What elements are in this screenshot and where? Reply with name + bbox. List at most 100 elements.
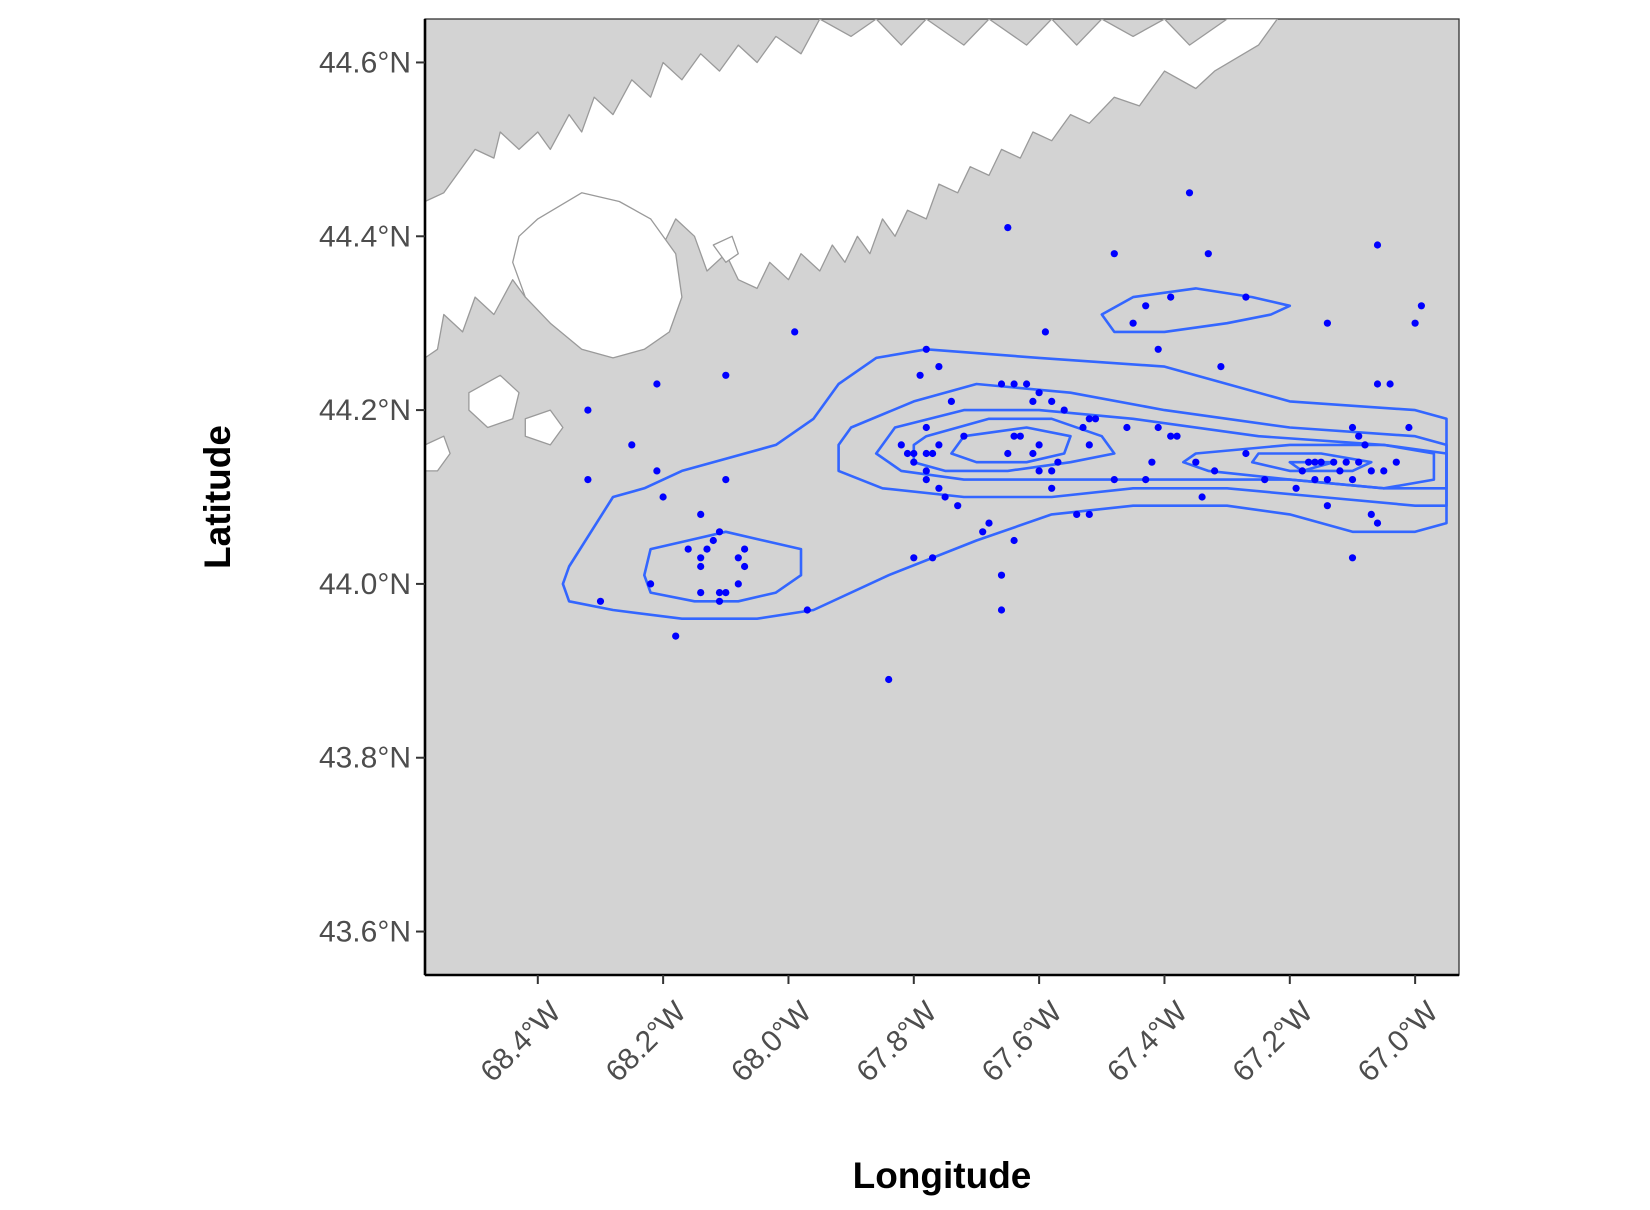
data-point (703, 545, 711, 553)
data-point (1355, 432, 1363, 440)
data-point (659, 493, 667, 501)
data-point (1123, 423, 1131, 432)
x-axis-ticks: 68.4°W 68.2°W 68.0°W 67.8°W 67.6°W 67.4°W 67.2… (474, 975, 1445, 1088)
data-point (1010, 432, 1018, 440)
data-point (1373, 380, 1382, 388)
data-point (741, 545, 749, 553)
data-point (935, 363, 943, 371)
land-polygon (524, 409, 564, 446)
data-point (1204, 250, 1212, 258)
data-point (1129, 319, 1137, 327)
data-point (584, 406, 592, 414)
data-point (1417, 302, 1425, 310)
data-point (1330, 458, 1338, 466)
land-polygon (712, 235, 739, 263)
data-point (734, 554, 742, 562)
data-point (715, 597, 724, 605)
y-tick-label: 43.8°N (319, 742, 411, 775)
data-point (722, 589, 730, 597)
data-point (922, 345, 930, 353)
density-contour-line (1250, 452, 1373, 473)
data-point (1405, 423, 1413, 432)
data-point (709, 536, 717, 545)
data-point (734, 580, 742, 588)
y-tick-label: 44.4°N (319, 220, 411, 253)
data-point (1411, 319, 1419, 327)
data-point (697, 510, 705, 518)
data-point (1091, 415, 1100, 423)
data-point (916, 371, 924, 379)
density-contour-line (561, 348, 1448, 620)
data-point (1035, 389, 1043, 397)
data-point (1323, 319, 1331, 327)
data-point (1073, 510, 1081, 518)
data-point (997, 571, 1006, 579)
data-point (922, 476, 930, 484)
data-point (960, 432, 968, 440)
land-polygon (512, 192, 683, 359)
data-point (1167, 432, 1175, 440)
data-point (929, 554, 937, 562)
y-tick-label: 44.2°N (319, 394, 411, 427)
data-point (1085, 415, 1093, 423)
data-point (1305, 458, 1313, 466)
data-point (922, 449, 930, 458)
data-point (1110, 250, 1118, 258)
data-point (653, 467, 661, 475)
data-point (1023, 380, 1031, 388)
land-polygon (425, 435, 451, 472)
data-point (1355, 458, 1363, 466)
data-point (941, 493, 949, 501)
data-point (1373, 241, 1382, 249)
data-point (1367, 510, 1375, 518)
data-point (1367, 467, 1375, 475)
data-point (1292, 484, 1300, 492)
data-point (1373, 519, 1382, 527)
x-axis-title: Longitude (853, 1155, 1032, 1196)
data-point (697, 589, 705, 597)
data-point (1085, 441, 1093, 449)
data-point (897, 441, 905, 449)
data-point (910, 554, 918, 562)
data-point (653, 380, 661, 388)
data-point (947, 397, 956, 405)
data-point (997, 380, 1006, 388)
density-contour-line (837, 382, 1448, 507)
data-point (1185, 189, 1194, 197)
data-point (1148, 458, 1156, 466)
data-point (1342, 458, 1350, 466)
data-point (1348, 423, 1357, 432)
data-point (1167, 293, 1175, 301)
data-point (954, 502, 962, 510)
data-point (722, 476, 730, 484)
data-point (1386, 380, 1394, 388)
y-axis-title: Latitude (197, 425, 238, 569)
data-point (1242, 449, 1250, 458)
data-point (1217, 363, 1225, 371)
coastline-land (425, 19, 1278, 472)
data-point (1110, 476, 1118, 484)
data-point (1054, 458, 1062, 466)
data-point (1211, 467, 1219, 475)
data-point (697, 562, 705, 571)
data-point (741, 562, 749, 571)
x-tick-label: 67.0°W (1352, 995, 1446, 1089)
data-point (997, 606, 1006, 614)
data-point (922, 467, 930, 475)
data-point (697, 554, 705, 562)
data-point (1029, 449, 1037, 458)
data-point (1048, 397, 1056, 405)
data-point (1154, 345, 1162, 353)
x-tick-label: 67.8°W (850, 995, 944, 1089)
data-point (1336, 467, 1344, 475)
x-tick-label: 67.6°W (976, 995, 1070, 1089)
data-point (1029, 397, 1037, 405)
data-point (935, 484, 943, 492)
y-axis-ticks: 44.6°N 44.4°N 44.2°N 44.0°N 43.8°N 43.6°N (319, 46, 425, 949)
data-point (1079, 423, 1087, 432)
data-point (1198, 493, 1206, 501)
data-point (1142, 476, 1150, 484)
data-point (1242, 293, 1250, 301)
density-contour-line (1100, 287, 1292, 334)
